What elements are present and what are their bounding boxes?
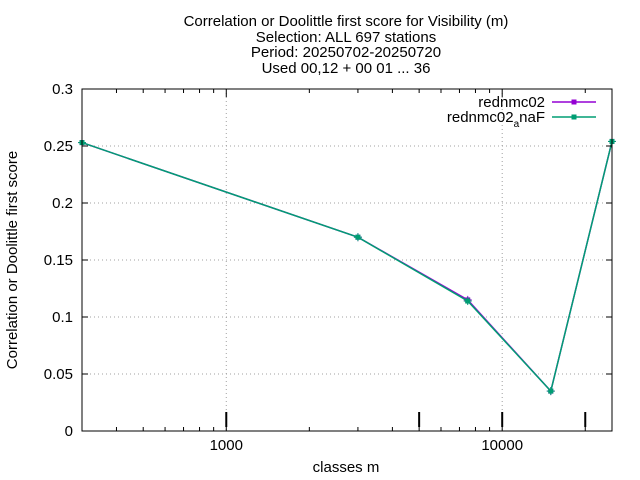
y-tick-label: 0.15 [44, 252, 73, 269]
x-axis-label: classes m [313, 459, 380, 476]
x-tick-label: 1000 [210, 437, 243, 454]
y-axis: 0 0.05 0.1 0.15 0.2 0.25 0.3 [44, 81, 612, 440]
y-tick-label: 0.1 [52, 309, 73, 326]
title-line-3: Period: 20250702-20250720 [251, 44, 441, 61]
legend-point-1 [571, 114, 577, 120]
y-tick-label: 0.2 [52, 195, 73, 212]
series-line-0 [81, 141, 613, 393]
title-line-4: Used 00,12 + 00 01 ... 36 [262, 60, 431, 77]
observation-markers [225, 412, 587, 427]
grid [82, 89, 612, 431]
y-tick-label: 0.25 [44, 138, 73, 155]
legend-label-tail: naF [519, 109, 545, 126]
series-line-1 [81, 141, 613, 393]
y-tick-label: 0.3 [52, 81, 73, 98]
chart-title: Correlation or Doolittle first score for… [184, 13, 509, 77]
title-line-1: Correlation or Doolittle first score for… [184, 13, 509, 30]
legend-label-rednmc02: rednmc02 [478, 94, 545, 111]
legend-label-sub: a [514, 119, 520, 130]
x-axis: 1000 10000 [115, 89, 586, 454]
y-tick-label: 0.05 [44, 366, 73, 383]
x-tick-label: 10000 [481, 437, 523, 454]
legend-label-rednmc02anaf: rednmc02anaF [447, 109, 545, 130]
legend: rednmc02 rednmc02anaF [447, 94, 596, 130]
legend-label-main: rednmc02 [447, 109, 514, 126]
y-axis-label: Correlation or Doolittle first score [4, 151, 21, 369]
title-line-2: Selection: ALL 697 stations [256, 29, 436, 46]
y-tick-label: 0 [65, 423, 73, 440]
legend-point-0 [571, 99, 577, 105]
series-layer [78, 137, 616, 396]
